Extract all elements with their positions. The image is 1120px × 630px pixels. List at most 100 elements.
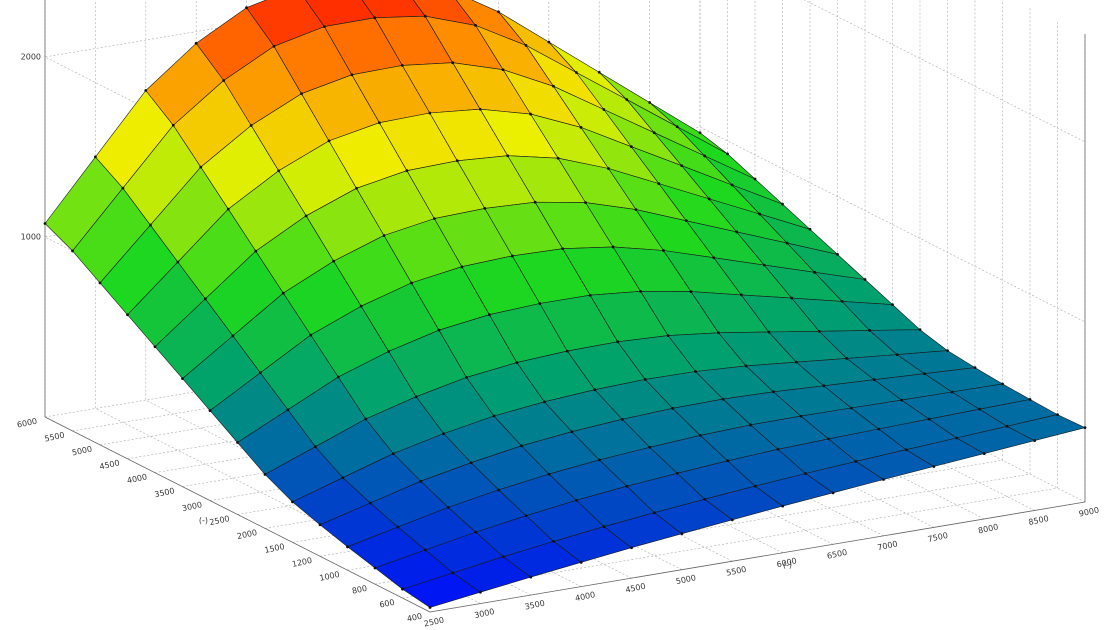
x-tick-label: 4000 bbox=[574, 590, 596, 603]
surface-node bbox=[630, 546, 633, 550]
surface-node bbox=[1033, 439, 1037, 443]
surface-node bbox=[730, 183, 734, 187]
surface-node bbox=[877, 427, 881, 431]
y-tick-label: 400 bbox=[406, 612, 423, 624]
surface-node bbox=[506, 154, 510, 158]
surface-node bbox=[497, 10, 500, 14]
surface-node bbox=[570, 430, 574, 434]
surface-node bbox=[323, 25, 326, 29]
surface-node bbox=[629, 145, 633, 149]
surface-node bbox=[126, 313, 129, 317]
surface-node bbox=[836, 253, 839, 256]
x-tick-label: 3500 bbox=[524, 599, 546, 612]
surface-node bbox=[533, 200, 537, 204]
surface-node bbox=[684, 219, 688, 223]
surface-node bbox=[547, 40, 551, 44]
surface-node bbox=[653, 511, 656, 515]
surface-node bbox=[675, 471, 679, 475]
surface-node bbox=[749, 423, 752, 427]
surface-node bbox=[781, 202, 784, 206]
surface-node bbox=[868, 329, 872, 332]
surface-node bbox=[680, 532, 684, 536]
surface-node bbox=[671, 406, 675, 410]
y-tick-label: 5000 bbox=[71, 444, 93, 457]
surface-node bbox=[625, 98, 629, 101]
surface-node bbox=[703, 154, 707, 158]
surface-node bbox=[982, 452, 986, 455]
surface-node bbox=[510, 254, 514, 258]
surface-node bbox=[831, 491, 835, 495]
surface-node bbox=[529, 112, 532, 116]
y-tick-label: 2000 bbox=[236, 528, 258, 541]
surface-node bbox=[689, 290, 693, 294]
y-tick-label: 1000 bbox=[319, 570, 341, 583]
surface-node bbox=[753, 484, 757, 488]
surface-node bbox=[666, 334, 670, 338]
surface-node bbox=[423, 548, 427, 552]
surface-node bbox=[153, 345, 157, 349]
surface-node bbox=[616, 340, 620, 344]
surface-node bbox=[845, 356, 849, 360]
y-tick-label: 3500 bbox=[154, 486, 176, 499]
surface-node bbox=[474, 530, 478, 534]
surface-node bbox=[529, 575, 533, 579]
surface-node bbox=[872, 378, 876, 382]
surface-node bbox=[428, 606, 432, 609]
surface-node bbox=[208, 409, 212, 412]
surface-node bbox=[900, 398, 904, 402]
surface-node bbox=[849, 406, 853, 410]
surface-node bbox=[437, 328, 441, 332]
surface-node bbox=[121, 186, 125, 190]
surface-node bbox=[808, 227, 812, 231]
surface-node bbox=[735, 230, 739, 234]
surface-node bbox=[588, 293, 592, 297]
surface-node bbox=[469, 461, 473, 465]
surface-node bbox=[781, 504, 785, 508]
y-tick-label: 5500 bbox=[44, 431, 66, 444]
y-tick-label: 4000 bbox=[126, 472, 148, 485]
surface-node bbox=[451, 571, 455, 575]
surface-node bbox=[698, 433, 702, 437]
y-tick-label: 2500 bbox=[209, 514, 231, 527]
surface-node bbox=[405, 169, 409, 173]
surface-node bbox=[854, 460, 858, 463]
surface-node bbox=[895, 353, 899, 356]
surface-node bbox=[423, 14, 427, 18]
surface-node bbox=[639, 289, 642, 293]
surface-node bbox=[428, 111, 432, 115]
surface-node bbox=[281, 291, 285, 295]
surface-node bbox=[400, 64, 404, 67]
surface-node bbox=[904, 448, 908, 452]
surface-node bbox=[181, 377, 184, 381]
surface-node bbox=[739, 293, 743, 297]
surface-node bbox=[1083, 426, 1087, 430]
surface-node bbox=[497, 488, 501, 492]
surface-node bbox=[300, 92, 303, 96]
surface-node bbox=[712, 256, 716, 260]
surface-node bbox=[575, 498, 578, 502]
surface-node bbox=[1028, 398, 1032, 401]
y-tick-label: 1200 bbox=[291, 556, 313, 569]
surface-node bbox=[350, 73, 354, 77]
surface-node bbox=[478, 590, 482, 594]
surface-node bbox=[726, 459, 730, 463]
x-tick-label: 4500 bbox=[625, 582, 647, 595]
surface-node bbox=[694, 370, 697, 373]
y-tick-label: 1500 bbox=[264, 542, 286, 555]
surface-node bbox=[602, 108, 606, 111]
surface-node bbox=[524, 43, 528, 47]
floor-grid-line bbox=[402, 20, 1058, 599]
surface-node bbox=[313, 445, 317, 449]
surface-node bbox=[336, 375, 340, 379]
surface-node bbox=[799, 414, 803, 418]
surface-node bbox=[368, 501, 372, 505]
surface-node bbox=[863, 278, 867, 281]
surface-node bbox=[593, 388, 597, 392]
surface-node bbox=[657, 182, 661, 186]
surface-node bbox=[827, 437, 830, 441]
surface-node bbox=[552, 539, 556, 543]
x-tick-label: 7500 bbox=[927, 531, 949, 544]
surface-node bbox=[547, 472, 551, 476]
surface-node bbox=[226, 207, 230, 211]
